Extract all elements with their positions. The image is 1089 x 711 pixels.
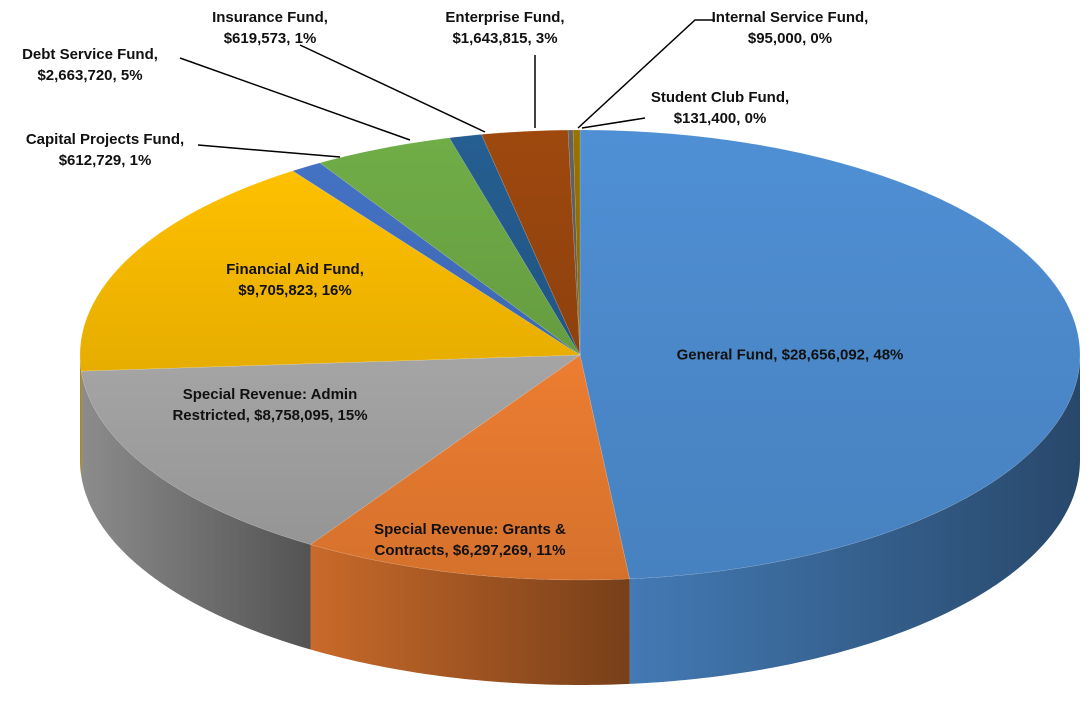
leader-line xyxy=(179,57,411,141)
data-label: Insurance Fund, $619,573, 1% xyxy=(212,9,328,47)
slice xyxy=(309,354,630,581)
slice xyxy=(292,162,581,356)
slice-side xyxy=(629,355,1080,684)
data-label: Internal Service Fund, $95,000, 0% xyxy=(711,9,869,47)
slice xyxy=(579,129,1081,580)
slice xyxy=(567,129,581,356)
leader-line xyxy=(197,144,341,158)
data-label: Special Revenue: Grants & Contracts, $6,… xyxy=(374,521,566,559)
slice xyxy=(572,129,581,356)
data-label: Financial Aid Fund, $9,705,823, 16% xyxy=(226,261,364,299)
leader-line xyxy=(577,19,715,129)
data-label: Enterprise Fund, $1,643,815, 3% xyxy=(445,9,565,47)
slice-side xyxy=(310,544,630,685)
slice xyxy=(448,134,581,356)
slice-side xyxy=(80,355,82,477)
data-label: Student Club Fund, $131,400, 0% xyxy=(650,89,790,127)
slice xyxy=(80,354,581,545)
slice xyxy=(319,137,581,356)
data-label: Capital Projects Fund, $612,729, 1% xyxy=(25,131,185,169)
leader-line xyxy=(299,44,486,133)
leader-line xyxy=(581,117,646,129)
slice xyxy=(481,129,581,356)
data-label: General Fund, $28,656,092, 48% xyxy=(676,346,904,364)
data-label: Debt Service Fund, $2,663,720, 5% xyxy=(22,46,158,84)
slice xyxy=(79,170,581,372)
data-label: Special Revenue: Admin Restricted, $8,75… xyxy=(172,386,368,424)
slice-side xyxy=(81,371,311,650)
